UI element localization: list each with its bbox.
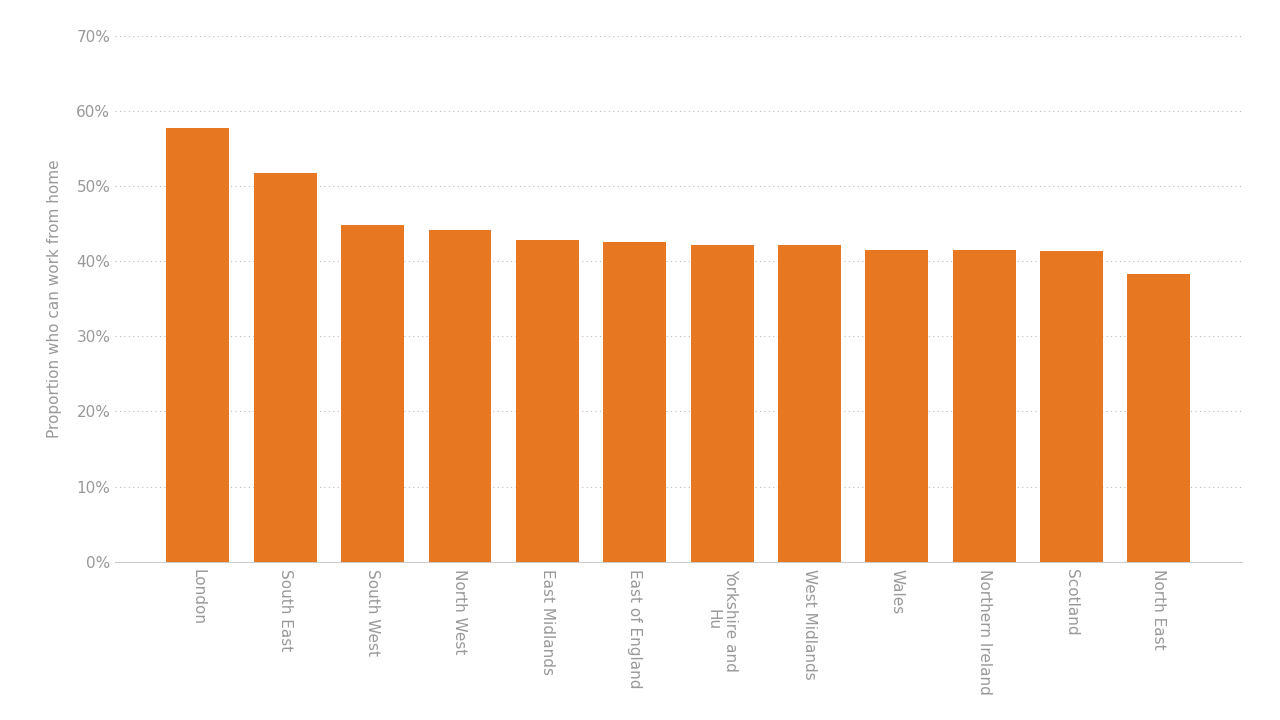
Bar [166,127,229,562]
Bar [865,250,928,562]
Y-axis label: Proportion who can work from home: Proportion who can work from home [47,160,63,438]
Bar [691,246,754,562]
Bar [603,242,666,562]
Bar [342,225,404,562]
Bar [1128,274,1190,562]
Bar [952,250,1015,562]
Bar [1041,251,1103,562]
Bar [253,173,316,562]
Bar [778,246,841,562]
Bar [516,240,579,562]
Bar [429,230,492,562]
